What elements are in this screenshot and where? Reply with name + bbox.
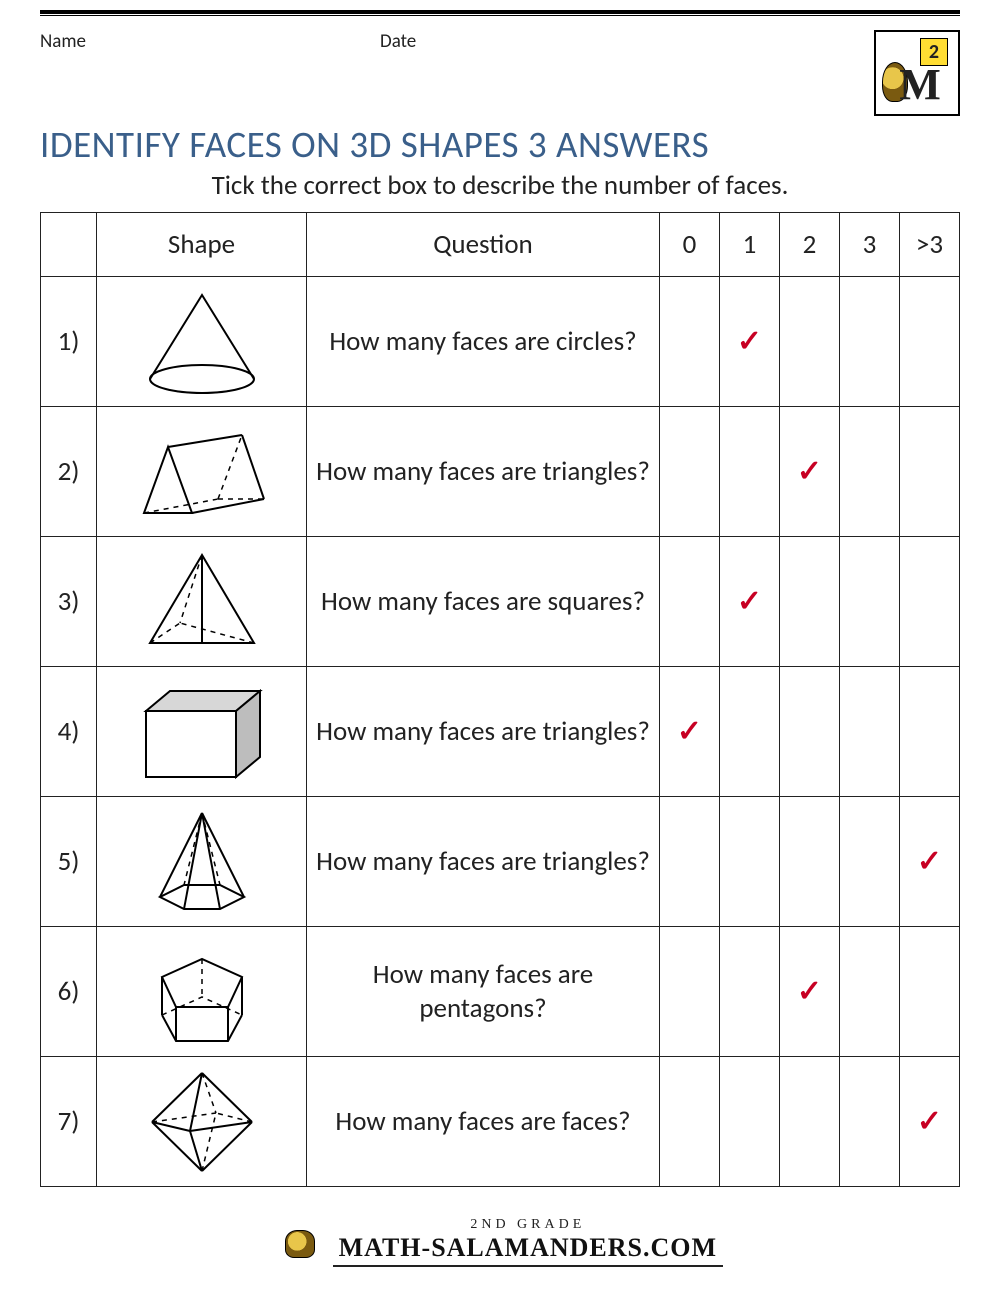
answer-cell[interactable] <box>720 927 780 1057</box>
answer-cell[interactable] <box>780 277 840 407</box>
answer-cell[interactable] <box>840 407 900 537</box>
table-row: 3) How many faces are squares? ✓ <box>41 537 960 667</box>
answer-cell[interactable] <box>660 927 720 1057</box>
table-header-row: Shape Question 0 1 2 3 >3 <box>41 213 960 277</box>
answer-cell[interactable]: ✓ <box>780 927 840 1057</box>
footer: 2ND GRADE MATH-SALAMANDERS.COM <box>40 1217 960 1267</box>
answer-cell[interactable] <box>660 1057 720 1187</box>
cuboid-icon <box>97 667 307 797</box>
answer-cell[interactable] <box>840 537 900 667</box>
answer-cell[interactable] <box>780 667 840 797</box>
col-question: Question <box>307 213 660 277</box>
answer-cell[interactable]: ✓ <box>660 667 720 797</box>
row-number: 2) <box>41 407 97 537</box>
table-row: 2) How many faces are triangles? ✓ <box>41 407 960 537</box>
col-blank <box>41 213 97 277</box>
pentagonal-prism-icon <box>97 927 307 1057</box>
checkmark-icon: ✓ <box>917 845 942 878</box>
row-number: 1) <box>41 277 97 407</box>
checkmark-icon: ✓ <box>737 325 762 358</box>
answer-cell[interactable]: ✓ <box>900 797 960 927</box>
question-text: How many faces are triangles? <box>307 667 660 797</box>
col-answer-3: 3 <box>840 213 900 277</box>
answer-cell[interactable] <box>720 407 780 537</box>
row-number: 5) <box>41 797 97 927</box>
page-title: IDENTIFY FACES ON 3D SHAPES 3 ANSWERS <box>40 122 960 167</box>
worksheet-table: Shape Question 0 1 2 3 >3 1) How many fa… <box>40 212 960 1187</box>
checkmark-icon: ✓ <box>797 975 822 1008</box>
hexagonal-pyramid-icon <box>97 797 307 927</box>
logo-m-glyph: M <box>876 59 958 110</box>
checkmark-icon: ✓ <box>737 585 762 618</box>
answer-cell[interactable] <box>720 797 780 927</box>
answer-cell[interactable]: ✓ <box>720 277 780 407</box>
answer-cell[interactable] <box>780 797 840 927</box>
answer-cell[interactable] <box>660 537 720 667</box>
question-text: How many faces are faces? <box>307 1057 660 1187</box>
answer-cell[interactable]: ✓ <box>780 407 840 537</box>
date-label: Date <box>380 30 834 53</box>
footer-grade-line: 2ND GRADE <box>333 1217 723 1233</box>
answer-cell[interactable]: ✓ <box>900 1057 960 1187</box>
square-pyramid-icon <box>97 537 307 667</box>
page-subtitle: Tick the correct box to describe the num… <box>40 169 960 202</box>
table-row: 1) How many faces are circles? ✓ <box>41 277 960 407</box>
top-rule <box>40 10 960 16</box>
answer-cell[interactable] <box>840 797 900 927</box>
brand-logo: 2 M <box>874 30 960 116</box>
col-answer-0: 0 <box>660 213 720 277</box>
question-text: How many faces are squares? <box>307 537 660 667</box>
answer-cell[interactable] <box>840 1057 900 1187</box>
worksheet-page: Name Date 2 M IDENTIFY FACES ON 3D SHAPE… <box>0 0 1000 1297</box>
footer-brand: MATH-SALAMANDERS.COM <box>333 1233 723 1267</box>
triangular-prism-icon <box>97 407 307 537</box>
col-shape: Shape <box>97 213 307 277</box>
answer-cell[interactable] <box>720 667 780 797</box>
row-number: 6) <box>41 927 97 1057</box>
answer-cell[interactable] <box>840 277 900 407</box>
table-row: 5) How many faces are triangles? ✓ <box>41 797 960 927</box>
col-answer-gt3: >3 <box>900 213 960 277</box>
checkmark-icon: ✓ <box>677 715 702 748</box>
question-text: How many faces are triangles? <box>307 797 660 927</box>
footer-salamander-icon <box>277 1222 323 1262</box>
answer-cell[interactable] <box>840 667 900 797</box>
question-text: How many faces are triangles? <box>307 407 660 537</box>
row-number: 4) <box>41 667 97 797</box>
row-number: 3) <box>41 537 97 667</box>
row-number: 7) <box>41 1057 97 1187</box>
header-row: Name Date 2 M <box>40 30 960 116</box>
checkmark-icon: ✓ <box>917 1105 942 1138</box>
answer-cell[interactable] <box>900 407 960 537</box>
col-answer-1: 1 <box>720 213 780 277</box>
table-row: 4) How many faces are triangles? ✓ <box>41 667 960 797</box>
answer-cell[interactable] <box>900 667 960 797</box>
table-row: 7) How many faces are faces? ✓ <box>41 1057 960 1187</box>
cone-icon <box>97 277 307 407</box>
answer-cell[interactable] <box>780 1057 840 1187</box>
answer-cell[interactable]: ✓ <box>720 537 780 667</box>
answer-cell[interactable] <box>840 927 900 1057</box>
octahedron-icon <box>97 1057 307 1187</box>
answer-cell[interactable] <box>900 277 960 407</box>
table-row: 6) How many faces are pentagons? ✓ <box>41 927 960 1057</box>
col-answer-2: 2 <box>780 213 840 277</box>
answer-cell[interactable] <box>720 1057 780 1187</box>
answer-cell[interactable] <box>780 537 840 667</box>
answer-cell[interactable] <box>900 537 960 667</box>
checkmark-icon: ✓ <box>797 455 822 488</box>
name-label: Name <box>40 30 340 53</box>
question-text: How many faces are circles? <box>307 277 660 407</box>
answer-cell[interactable] <box>660 277 720 407</box>
question-text: How many faces are pentagons? <box>307 927 660 1057</box>
answer-cell[interactable] <box>900 927 960 1057</box>
answer-cell[interactable] <box>660 407 720 537</box>
answer-cell[interactable] <box>660 797 720 927</box>
